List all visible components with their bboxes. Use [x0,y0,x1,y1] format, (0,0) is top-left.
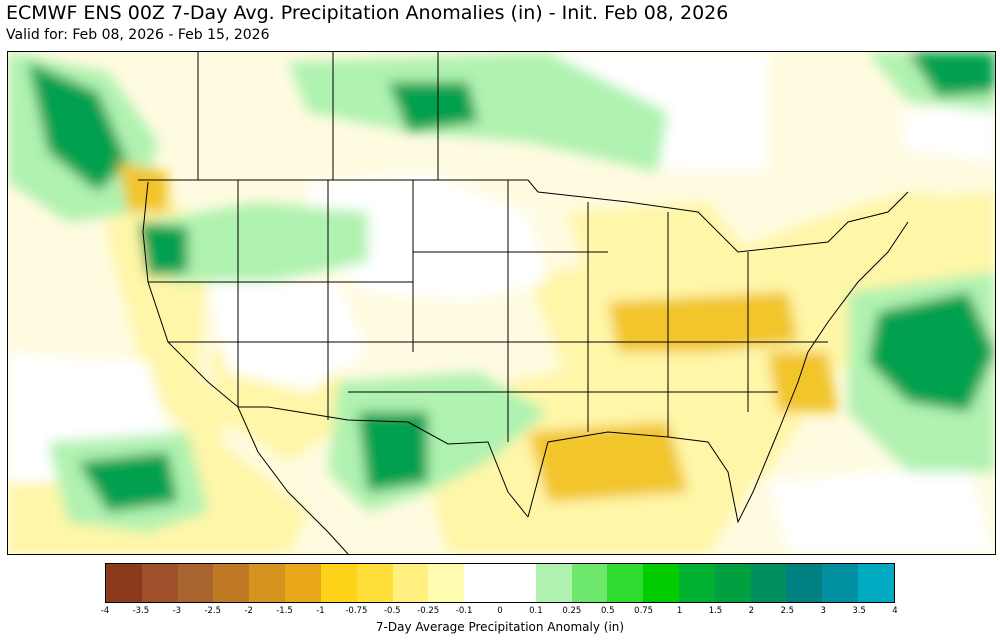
colorbar-tick-label: -2 [244,606,253,616]
dry-region-west-coast [108,172,238,452]
neutral-region-caribbean [768,462,995,554]
valid-period-subtitle: Valid for: Feb 08, 2026 - Feb 15, 2026 [6,27,270,43]
colorbar-tick-label: -0.5 [383,606,401,616]
colorbar-tick-label: -3.5 [132,606,150,616]
colorbar-segment-2 [177,564,214,602]
colorbar-tick-label: -0.1 [455,606,473,616]
wet-core-northeast [908,52,995,97]
colorbar-segment-21 [858,564,894,602]
us-mexico-border [238,406,529,518]
colorbar-segment-17 [714,564,751,602]
colorbar-tick-label: -0.25 [417,606,440,616]
colorbar-tick-label: -2.5 [204,606,222,616]
colorbar-tick-label: 2.5 [780,606,795,616]
dry-core-atlantic-offshore [768,352,838,412]
wet-core-oregon [138,222,188,277]
colorbar-segment-3 [213,564,250,602]
chart-title: ECMWF ENS 00Z 7-Day Avg. Precipitation A… [6,2,729,24]
colorbar-tick-label: 1 [676,606,683,616]
canada-us-border [138,179,909,253]
colorbar-label: 7-Day Average Precipitation Anomaly (in) [375,620,625,634]
colorbar-segment-8 [392,564,429,602]
colorbar-tick-label: 0.75 [634,606,654,616]
colorbar-segment-20 [822,564,859,602]
neutral-region-northern-plains [308,172,548,302]
colorbar-tick-label: -3 [172,606,182,616]
precipitation-anomaly-map [7,51,996,555]
colorbar-segment-15 [643,564,679,602]
political-borders [138,52,909,554]
colorbar-segment-10 [464,564,500,602]
colorbar-tick-label: -1 [316,606,325,616]
colorbar-tick-label: -4 [100,606,110,616]
colorbar-segment-4 [249,564,286,602]
anomaly-fields [8,52,995,554]
wet-region-northwest-interior [148,202,368,282]
neutral-region-northeast-corner [898,102,995,162]
dry-core-ohio-valley [608,292,798,352]
colorbar-ticks: -4 -3.5 -3 -2.5 -2 -1.5 -1 -0.75 -0.5 -0.25 -0.1 0 0… [101,606,898,618]
colorbar-segment-14 [607,564,644,602]
colorbar-segment-5 [285,564,321,602]
colorbar-segment-1 [141,564,178,602]
colorbar-segment-11 [499,564,536,602]
wet-core-british-columbia [28,62,128,192]
colorbar-tick-label: 0.5 [600,606,615,616]
colorbar [105,563,895,603]
colorbar-tick-label: 0 [497,606,503,616]
colorbar-segment-9 [428,564,465,602]
dry-core-washington [118,162,168,212]
colorbar-tick-label: 0.25 [562,606,582,616]
colorbar-segment-13 [571,564,608,602]
dry-region-great-lakes [568,202,748,282]
colorbar-segment-19 [786,564,823,602]
colorbar-segment-7 [356,564,393,602]
colorbar-segment-16 [679,564,715,602]
colorbar-segment-12 [535,564,572,602]
east-coast-outline [777,221,909,433]
wet-core-canada [388,82,478,132]
colorbar-tick-label: -0.75 [345,606,368,616]
wet-core-pacific-southwest [78,452,178,512]
wet-region-canada-prairie [288,52,668,172]
map-canvas [8,52,995,554]
wet-core-northern-mexico [358,412,428,492]
colorbar-tick-label: 3 [820,606,826,616]
dry-core-gulf-coast [528,422,688,502]
colorbar-tick-label: 1.5 [708,606,723,616]
colorbar-segment-18 [750,564,787,602]
colorbar-tick-label: 4 [892,606,898,616]
colorbar-segment-0 [106,564,142,602]
colorbar-tick-label: 3.5 [852,606,866,616]
wet-core-atlantic [868,292,995,412]
gulf-coast-outline [527,431,779,524]
colorbar-tick-label: 0.1 [529,606,543,616]
colorbar-tick-label: 2 [748,606,755,616]
west-coast-outline [142,181,349,554]
colorbar-tick-label: -1.5 [276,606,293,616]
colorbar-segment-6 [320,564,357,602]
